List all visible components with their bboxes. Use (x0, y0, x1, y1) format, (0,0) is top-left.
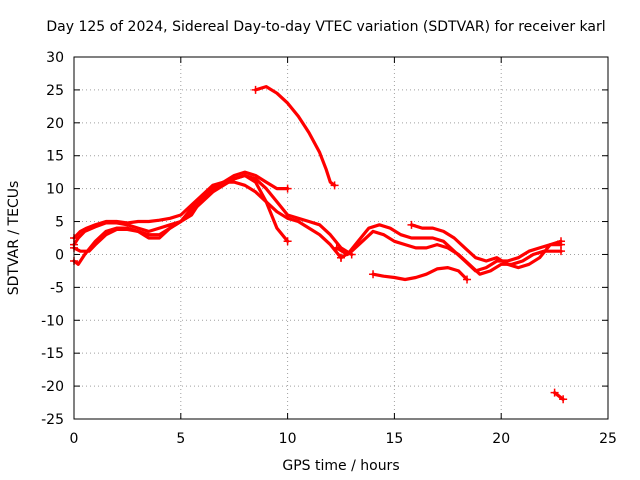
y-tick-label: -25 (41, 412, 64, 428)
plus-marker (557, 237, 566, 246)
series-layer (70, 84, 568, 404)
chart-title: Day 125 of 2024, Sidereal Day-to-day VTE… (46, 19, 605, 35)
x-tick-label: 5 (176, 431, 185, 447)
y-tick-label: -20 (41, 379, 64, 395)
series-line (371, 266, 469, 282)
x-axis-label: GPS time / hours (282, 458, 399, 474)
y-tick-label: 25 (46, 83, 64, 99)
plot-frame (73, 56, 609, 420)
y-tick-label: 0 (55, 247, 64, 263)
plus-marker (332, 243, 341, 252)
y-tick-label: 30 (46, 50, 64, 66)
plus-marker (337, 253, 345, 262)
y-tick-label: -5 (50, 280, 64, 296)
series-arc-9 (407, 220, 566, 270)
plus-marker (251, 85, 260, 94)
y-tick-label: -10 (41, 313, 64, 329)
x-tick-label: 20 (492, 431, 510, 447)
series-line (72, 180, 343, 260)
series-line (335, 223, 563, 273)
series-line (72, 173, 354, 257)
plus-marker (407, 220, 416, 229)
series-arc-10 (550, 388, 568, 404)
plus-marker (463, 275, 472, 284)
y-axis-label: SDTVAR / TECUs (6, 181, 22, 296)
axis-ticks: 0 5 10 15 20 25 -25 -20 -15 -10 -5 0 5 10 15 20 25 30 (41, 50, 617, 447)
series-line (409, 223, 563, 270)
plus-marker (559, 395, 568, 404)
y-tick-label: 20 (46, 116, 64, 132)
plus-marker (283, 237, 292, 246)
y-tick-label: 10 (46, 182, 64, 198)
y-tick-label: -15 (41, 346, 64, 362)
series-line (254, 84, 337, 187)
series-arc-5 (251, 84, 339, 190)
plus-marker (283, 184, 292, 193)
plus-marker (550, 388, 559, 397)
x-tick-label: 10 (279, 431, 297, 447)
x-tick-label: 0 (70, 431, 79, 447)
series-line (552, 391, 565, 401)
series-line (339, 229, 563, 276)
y-tick-label: 5 (55, 215, 64, 231)
plus-marker (330, 181, 339, 190)
x-tick-label: 15 (385, 431, 403, 447)
series-arc-8 (369, 266, 472, 284)
plus-marker (557, 247, 566, 256)
x-tick-label: 25 (599, 431, 617, 447)
y-tick-label: 15 (46, 149, 64, 165)
series-arc-7 (337, 229, 566, 276)
plus-marker (369, 270, 378, 279)
